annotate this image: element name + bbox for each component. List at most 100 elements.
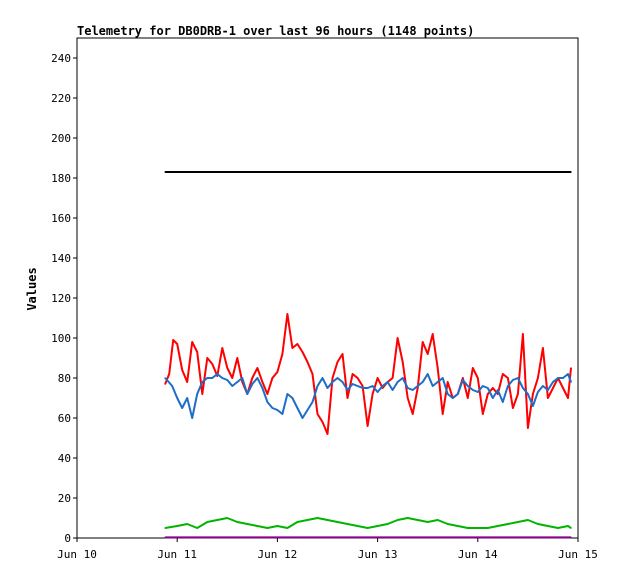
chart-title: Telemetry for DB0DRB-1 over last 96 hour… xyxy=(77,24,474,38)
data-point xyxy=(211,363,214,365)
data-point xyxy=(296,343,299,345)
data-point xyxy=(391,377,394,379)
data-point xyxy=(396,171,399,173)
data-point xyxy=(266,393,269,395)
data-point xyxy=(201,393,204,395)
data-point xyxy=(411,413,414,415)
data-point xyxy=(497,393,499,395)
data-point xyxy=(271,377,274,379)
data-point xyxy=(522,333,524,335)
data-point xyxy=(421,341,424,343)
data-point xyxy=(527,427,529,429)
data-point xyxy=(164,536,166,539)
y-tick-label: 60 xyxy=(58,412,71,425)
data-point xyxy=(570,527,572,529)
data-point xyxy=(356,377,359,379)
data-point xyxy=(351,373,354,375)
data-point xyxy=(216,373,219,375)
data-point xyxy=(191,341,193,343)
y-tick-label: 40 xyxy=(58,452,71,465)
data-point xyxy=(301,417,304,419)
data-point xyxy=(542,385,544,387)
data-point xyxy=(567,525,569,527)
data-point xyxy=(256,171,259,173)
data-point xyxy=(386,381,389,383)
data-point xyxy=(346,397,349,399)
data-point xyxy=(236,521,239,523)
data-point xyxy=(517,393,519,395)
data-point xyxy=(168,373,170,375)
data-point xyxy=(211,377,214,379)
data-point xyxy=(246,393,249,395)
data-point xyxy=(306,361,309,363)
data-point xyxy=(316,517,319,519)
data-point xyxy=(286,393,289,395)
series-line-2 xyxy=(164,373,572,419)
x-tick-label: Jun 14 xyxy=(458,548,498,561)
data-point xyxy=(557,171,559,173)
data-point xyxy=(366,387,369,389)
data-point xyxy=(336,171,339,173)
data-point xyxy=(487,393,489,395)
y-tick-label: 100 xyxy=(51,332,71,345)
data-point xyxy=(487,387,489,389)
data-point xyxy=(537,171,539,173)
data-point xyxy=(507,523,509,525)
data-point xyxy=(522,387,524,389)
x-axis: Jun 10 Jun 11 Jun 12 Jun 13 Jun 14 Jun 15 xyxy=(57,538,598,561)
data-point xyxy=(331,381,334,383)
x-tick-label: Jun 11 xyxy=(157,548,197,561)
data-point xyxy=(256,377,259,379)
data-point xyxy=(186,381,188,383)
data-point xyxy=(366,425,369,427)
data-point xyxy=(261,387,264,389)
y-tick-label: 80 xyxy=(58,372,71,385)
data-point xyxy=(201,381,204,383)
data-point xyxy=(562,377,564,379)
data-point xyxy=(547,397,549,399)
data-point xyxy=(196,393,198,395)
data-point xyxy=(371,385,374,387)
data-point xyxy=(181,369,183,371)
data-point xyxy=(276,371,279,373)
data-point xyxy=(346,523,349,525)
data-point xyxy=(236,171,239,173)
data-point xyxy=(316,171,319,173)
data-point xyxy=(512,407,514,409)
data-point xyxy=(206,521,209,523)
data-point xyxy=(401,361,404,363)
data-point xyxy=(376,391,379,393)
data-point xyxy=(462,377,464,379)
data-point xyxy=(176,525,178,527)
data-point xyxy=(497,171,499,173)
data-point xyxy=(366,527,369,529)
data-point xyxy=(341,353,344,355)
data-point xyxy=(416,385,419,387)
x-tick-label: Jun 12 xyxy=(258,548,298,561)
data-point xyxy=(196,171,198,173)
data-point xyxy=(266,527,269,529)
data-point xyxy=(517,377,519,379)
data-point xyxy=(216,519,219,521)
data-point xyxy=(497,525,499,527)
data-point xyxy=(341,381,344,383)
x-tick-label: Jun 15 xyxy=(558,548,598,561)
data-point xyxy=(472,367,474,369)
data-point xyxy=(406,387,409,389)
data-point xyxy=(416,519,419,521)
x-tick-label: Jun 10 xyxy=(57,548,97,561)
data-point xyxy=(527,519,529,521)
data-point xyxy=(416,171,419,173)
data-point xyxy=(446,523,449,525)
data-point xyxy=(231,385,234,387)
data-point xyxy=(176,397,178,399)
data-point xyxy=(441,377,444,379)
data-point xyxy=(301,351,304,353)
data-point xyxy=(221,347,224,349)
data-point xyxy=(356,171,359,173)
data-point xyxy=(472,389,474,391)
data-point xyxy=(391,389,394,391)
data-point xyxy=(467,397,469,399)
data-point xyxy=(271,407,274,409)
